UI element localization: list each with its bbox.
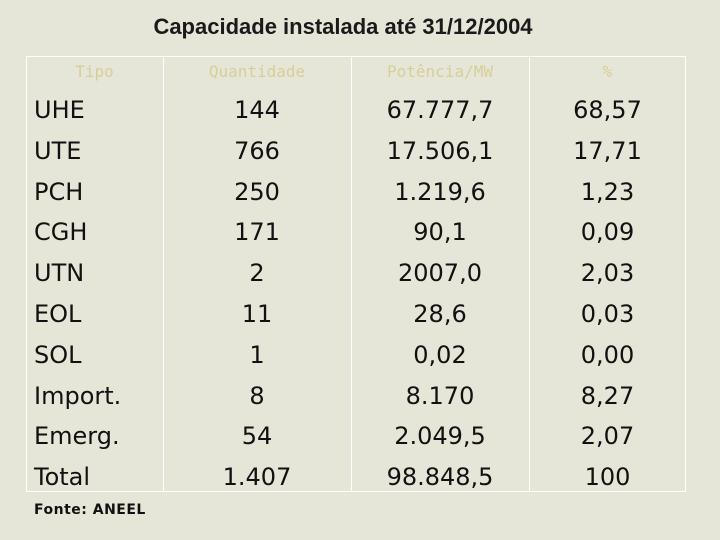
table-cell: 67.777,7: [386, 96, 494, 124]
table-cell: 2.049,5: [394, 422, 486, 451]
table-cell: 144: [234, 96, 280, 124]
table-cell: SOL: [34, 340, 82, 369]
table-cell: UHE: [34, 96, 85, 124]
table-cell: 90,1: [413, 218, 467, 247]
table-cell: UTE: [34, 136, 82, 165]
column-quantidade: 144 766 250 171 2 11 1 8 54 1.407: [163, 90, 351, 498]
table-cell: 1,23: [580, 177, 635, 206]
column-divider: [163, 56, 164, 492]
table-right-border: [685, 56, 686, 492]
table-cell: 28,6: [413, 299, 467, 328]
column-potencia: 67.777,7 17.506,1 1.219,6 90,1 2007,0 28,6 0,0…: [351, 90, 529, 498]
slide-title: Capacidade instalada até 31/12/2004: [153, 14, 533, 39]
table-cell: 0,02: [413, 340, 467, 369]
column-divider: [529, 56, 530, 492]
table-cell: 98.848,5: [386, 463, 494, 492]
table-cell: 2,07: [580, 422, 635, 451]
table-cell: 250: [234, 177, 280, 206]
column-percent: 68,57 17,71 1,23 0,09 2,03 0,03 0,00 8,27 2,07 10…: [529, 90, 686, 498]
table-grid: [26, 56, 686, 492]
table-cell: Emerg.: [34, 422, 120, 451]
table-cell: CGH: [34, 218, 88, 247]
table-cell: 0,03: [580, 299, 635, 328]
table-cell: EOL: [34, 299, 82, 328]
table-cell: 2007,0: [398, 259, 482, 288]
column-tipo: UHE UTE PCH CGH UTN EOL SOL Import. Emerg. Total: [34, 90, 164, 498]
table-cell: 2: [249, 259, 265, 288]
table-cell: 17.506,1: [386, 136, 494, 165]
header-quantidade: Quantidade: [208, 62, 306, 81]
table-cell: Total: [34, 463, 91, 492]
table-cell: 8,27: [580, 381, 635, 410]
table-cell: 8: [249, 381, 265, 410]
table-cell: 54: [241, 422, 273, 451]
table-top-border: [26, 56, 686, 57]
header-tipo: Tipo: [75, 62, 114, 81]
table-cell: Import.: [34, 381, 122, 410]
table-cell: 17,71: [573, 136, 642, 165]
table-cell: 0,09: [580, 218, 635, 247]
table-left-border: [26, 56, 27, 492]
table-cell: 2,03: [580, 259, 635, 288]
table-cell: 100: [584, 463, 631, 492]
table-cell: 1.407: [222, 463, 292, 492]
header-percent: %: [602, 62, 613, 81]
column-divider: [351, 56, 352, 492]
table-cell: 8.170: [405, 381, 475, 410]
table-bottom-border: [26, 491, 686, 492]
table-cell: 766: [234, 136, 280, 165]
table-cell: 1: [249, 340, 265, 369]
table-cell: PCH: [34, 177, 84, 206]
table-cell: UTN: [34, 259, 85, 288]
table-cell: 11: [241, 299, 273, 328]
table-cell: 68,57: [573, 96, 642, 124]
table-cell: 0,00: [580, 340, 635, 369]
table-cell: 1.219,6: [394, 177, 486, 206]
source-note: Fonte: ANEEL: [34, 502, 146, 518]
table-cell: 171: [234, 218, 280, 247]
header-potencia: Potência/MW: [387, 62, 493, 81]
